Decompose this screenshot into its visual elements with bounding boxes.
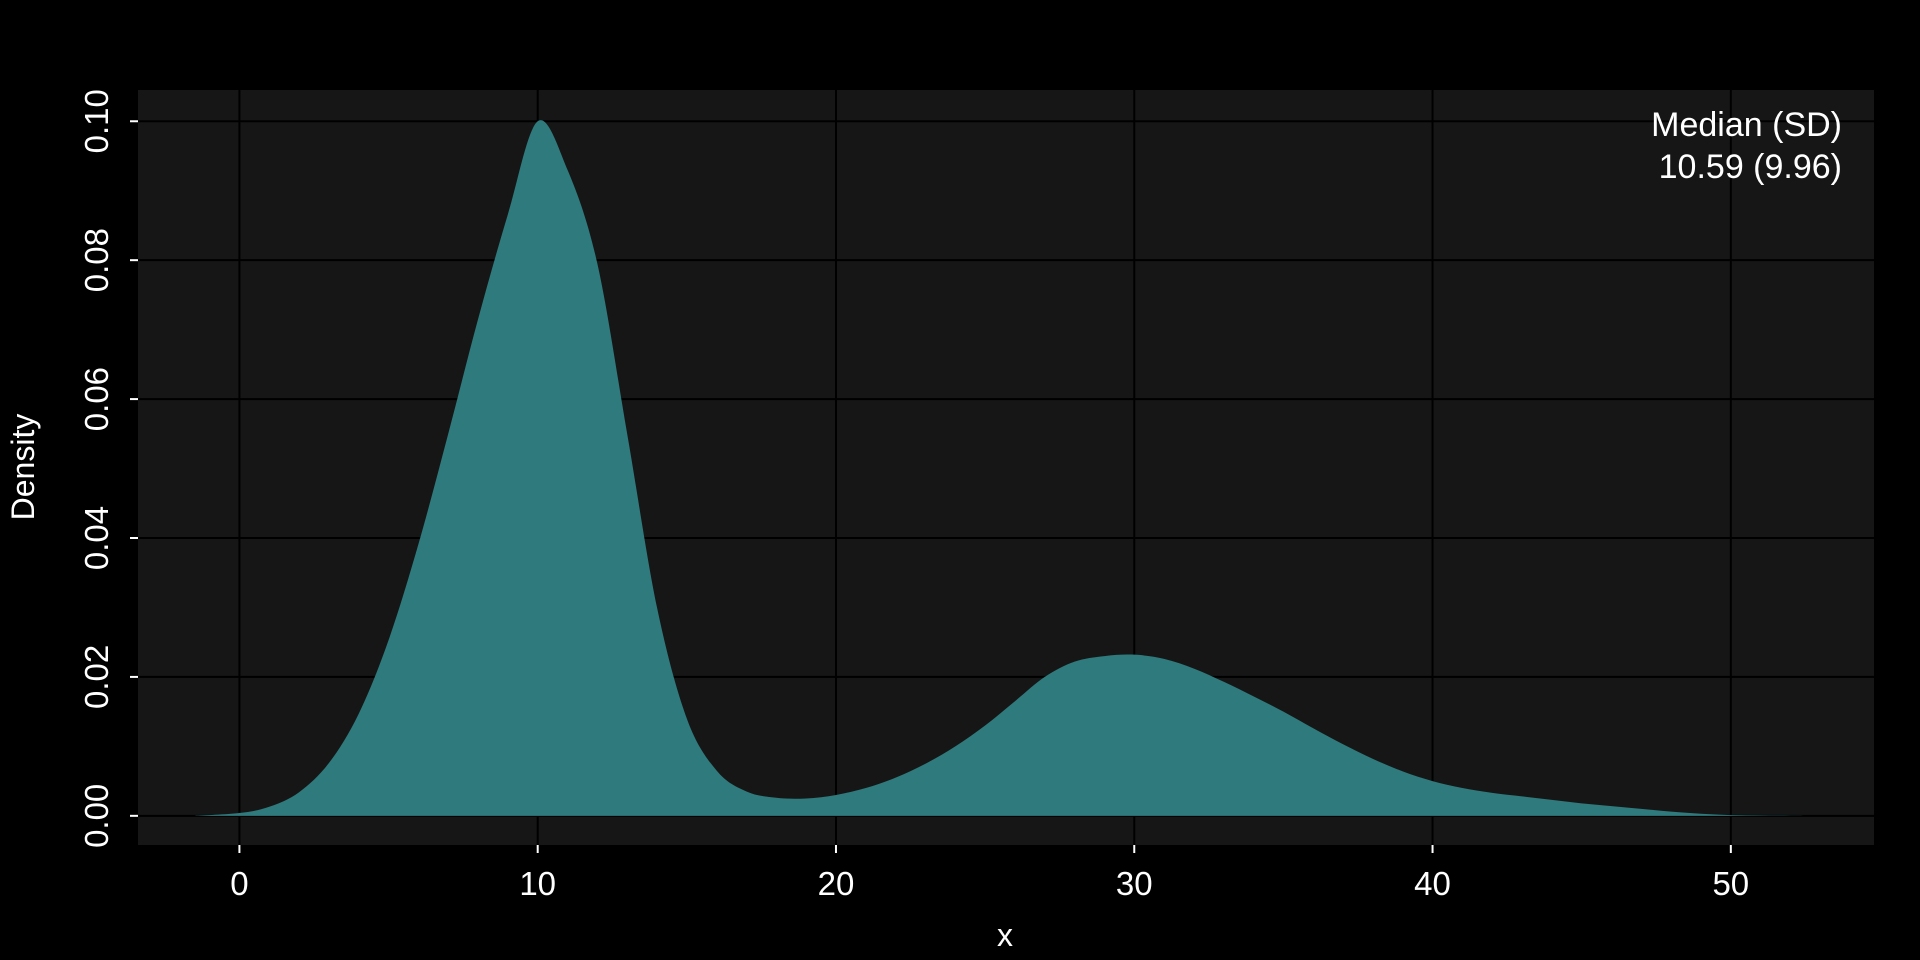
- x-tick-label-50: 50: [1712, 865, 1749, 902]
- density-area-layer: [194, 120, 1821, 816]
- y-axis: 0.00 0.02 0.04 0.06 0.08 0.10: [78, 89, 138, 848]
- y-tick-label-0: 0.00: [78, 784, 115, 848]
- x-axis: 0 10 20 30 40 50: [230, 845, 1749, 902]
- legend-value: 10.59 (9.96): [1659, 148, 1842, 186]
- x-tick-label-20: 20: [818, 865, 855, 902]
- y-axis-title: Density: [5, 414, 41, 521]
- y-tick-label-1: 0.02: [78, 645, 115, 709]
- x-tick-label-0: 0: [230, 865, 248, 902]
- y-tick-label-3: 0.06: [78, 367, 115, 431]
- y-tick-label-5: 0.10: [78, 89, 115, 153]
- x-tick-label-30: 30: [1116, 865, 1153, 902]
- legend-header: Median (SD): [1651, 106, 1842, 144]
- y-tick-label-2: 0.04: [78, 506, 115, 570]
- x-tick-label-40: 40: [1414, 865, 1451, 902]
- y-tick-label-4: 0.08: [78, 228, 115, 292]
- x-tick-label-10: 10: [519, 865, 556, 902]
- density-area: [194, 120, 1821, 816]
- x-axis-title: x: [997, 917, 1013, 953]
